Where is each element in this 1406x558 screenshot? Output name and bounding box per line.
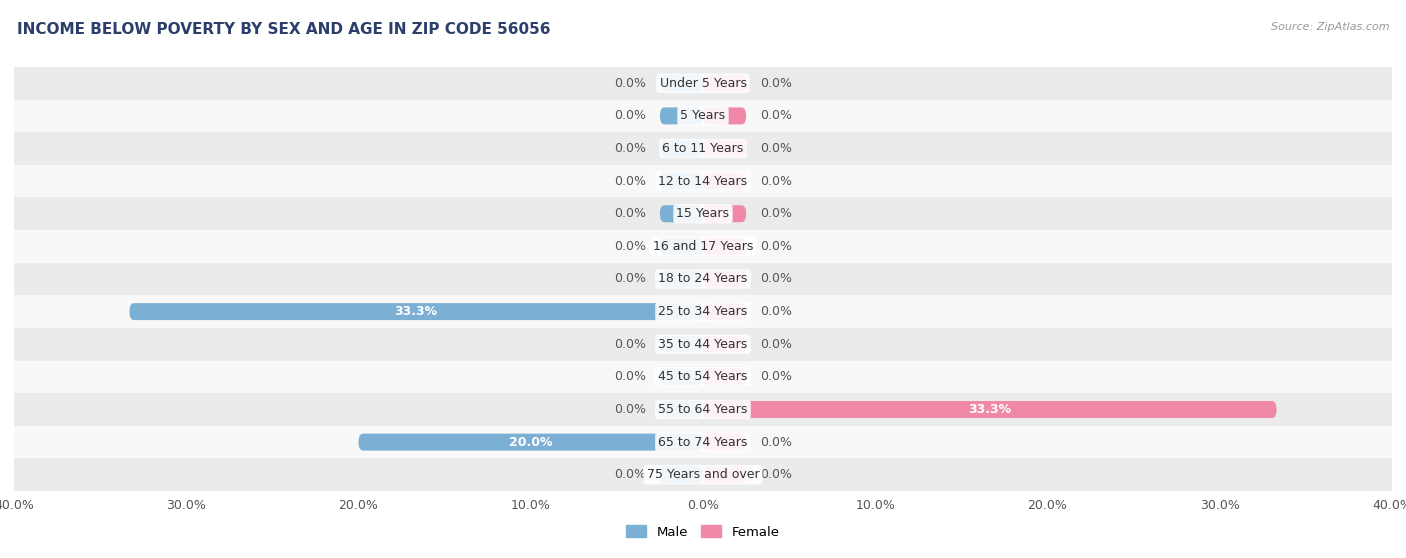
FancyBboxPatch shape [659,368,703,386]
Text: 0.0%: 0.0% [614,77,647,90]
Text: 20.0%: 20.0% [509,436,553,449]
Text: 16 and 17 Years: 16 and 17 Years [652,240,754,253]
Text: Source: ZipAtlas.com: Source: ZipAtlas.com [1271,22,1389,32]
Text: 0.0%: 0.0% [614,109,647,122]
Text: 15 Years: 15 Years [676,207,730,220]
Text: 0.0%: 0.0% [614,468,647,481]
Bar [14,426,1392,459]
FancyBboxPatch shape [703,75,747,92]
FancyBboxPatch shape [703,271,747,287]
Bar [14,132,1392,165]
FancyBboxPatch shape [703,466,747,483]
Legend: Male, Female: Male, Female [621,520,785,544]
Text: 75 Years and over: 75 Years and over [647,468,759,481]
Text: 0.0%: 0.0% [759,371,792,383]
Text: 0.0%: 0.0% [614,207,647,220]
FancyBboxPatch shape [659,172,703,190]
Bar [14,328,1392,360]
Bar [14,165,1392,198]
Text: Under 5 Years: Under 5 Years [659,77,747,90]
Text: 12 to 14 Years: 12 to 14 Years [658,175,748,187]
FancyBboxPatch shape [659,466,703,483]
FancyBboxPatch shape [703,401,1277,418]
FancyBboxPatch shape [703,205,747,222]
FancyBboxPatch shape [659,336,703,353]
FancyBboxPatch shape [703,238,747,255]
Bar [14,99,1392,132]
FancyBboxPatch shape [703,140,747,157]
Text: 45 to 54 Years: 45 to 54 Years [658,371,748,383]
Text: 0.0%: 0.0% [614,338,647,351]
Text: 0.0%: 0.0% [759,272,792,286]
Text: 0.0%: 0.0% [614,371,647,383]
Text: 0.0%: 0.0% [614,142,647,155]
FancyBboxPatch shape [703,172,747,190]
Text: INCOME BELOW POVERTY BY SEX AND AGE IN ZIP CODE 56056: INCOME BELOW POVERTY BY SEX AND AGE IN Z… [17,22,550,37]
Bar [14,295,1392,328]
FancyBboxPatch shape [659,238,703,255]
Text: 0.0%: 0.0% [614,175,647,187]
FancyBboxPatch shape [659,107,703,124]
Text: 35 to 44 Years: 35 to 44 Years [658,338,748,351]
FancyBboxPatch shape [659,140,703,157]
FancyBboxPatch shape [659,205,703,222]
FancyBboxPatch shape [659,401,703,418]
Text: 0.0%: 0.0% [614,240,647,253]
Bar [14,263,1392,295]
Text: 0.0%: 0.0% [759,338,792,351]
Text: 0.0%: 0.0% [759,468,792,481]
Text: 0.0%: 0.0% [614,272,647,286]
FancyBboxPatch shape [659,75,703,92]
Text: 0.0%: 0.0% [614,403,647,416]
Text: 5 Years: 5 Years [681,109,725,122]
Text: 0.0%: 0.0% [759,142,792,155]
FancyBboxPatch shape [129,303,703,320]
Text: 0.0%: 0.0% [759,175,792,187]
Bar [14,230,1392,263]
Text: 25 to 34 Years: 25 to 34 Years [658,305,748,318]
Text: 33.3%: 33.3% [969,403,1011,416]
Bar [14,360,1392,393]
Text: 33.3%: 33.3% [395,305,437,318]
Text: 0.0%: 0.0% [759,77,792,90]
Text: 0.0%: 0.0% [759,207,792,220]
Bar [14,67,1392,99]
FancyBboxPatch shape [703,107,747,124]
FancyBboxPatch shape [659,271,703,287]
FancyBboxPatch shape [359,434,703,451]
FancyBboxPatch shape [703,368,747,386]
FancyBboxPatch shape [703,336,747,353]
Text: 0.0%: 0.0% [759,240,792,253]
Text: 55 to 64 Years: 55 to 64 Years [658,403,748,416]
FancyBboxPatch shape [703,303,747,320]
Text: 65 to 74 Years: 65 to 74 Years [658,436,748,449]
Text: 6 to 11 Years: 6 to 11 Years [662,142,744,155]
Bar [14,198,1392,230]
Bar [14,393,1392,426]
Text: 18 to 24 Years: 18 to 24 Years [658,272,748,286]
Text: 0.0%: 0.0% [759,305,792,318]
FancyBboxPatch shape [703,434,747,451]
Text: 0.0%: 0.0% [759,436,792,449]
Text: 0.0%: 0.0% [759,109,792,122]
Bar [14,459,1392,491]
